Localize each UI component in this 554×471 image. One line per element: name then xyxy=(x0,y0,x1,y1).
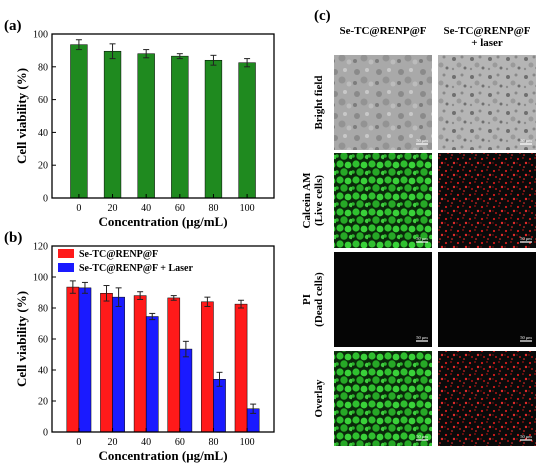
scale-bar-label: 50 μm xyxy=(416,434,428,439)
y-tick-label: 20 xyxy=(38,161,48,172)
scale-bar-label: 50 μm xyxy=(520,335,532,340)
x-tick-label: 60 xyxy=(175,437,185,448)
panel-a: (a) 0 20 40 60 80 100 0 20 40 60 80 100 Concentration… xyxy=(4,18,275,229)
bar xyxy=(213,379,226,433)
bar xyxy=(238,62,256,199)
scale-bar-label: 50 μm xyxy=(416,335,428,340)
scale-bar-label: 50 μm xyxy=(520,138,532,143)
bar xyxy=(70,44,88,199)
x-tick-label: 20 xyxy=(108,203,118,214)
x-axis-label: Concentration (μg/mL) xyxy=(98,448,227,463)
row-label: Bright field xyxy=(313,75,325,129)
legend-label: Se-TC@RENP@F + Laser xyxy=(79,263,193,274)
panel-b: (b) 0 20 40 60 80 100 120 0 20 40 60 80 100 Concentrat… xyxy=(4,230,275,463)
panel-label: (c) xyxy=(314,8,331,24)
y-tick-label: 40 xyxy=(38,366,48,377)
bar xyxy=(112,296,125,433)
x-axis-label: Concentration (μg/mL) xyxy=(98,214,227,229)
micrograph-tile xyxy=(438,153,536,248)
micrograph-tile xyxy=(438,252,536,347)
x-tick-label: 0 xyxy=(76,203,81,214)
bar xyxy=(66,286,80,433)
bar xyxy=(133,295,147,433)
x-tick-label: 0 xyxy=(76,437,81,448)
y-tick-label: 60 xyxy=(38,335,48,346)
bar xyxy=(78,287,92,433)
micrograph-tile xyxy=(334,252,432,347)
x-tick-label: 100 xyxy=(240,437,255,448)
scale-bar-label: 50 μm xyxy=(520,236,532,241)
y-tick-label: 80 xyxy=(38,62,48,73)
column-header: Se-TC@RENP@F xyxy=(443,25,530,37)
x-tick-label: 80 xyxy=(208,437,218,448)
row-label: PI xyxy=(301,294,313,305)
x-tick-label: 40 xyxy=(141,203,151,214)
column-header: + laser xyxy=(471,37,503,49)
x-tick-label: 20 xyxy=(108,437,118,448)
y-tick-label: 40 xyxy=(38,128,48,139)
bar xyxy=(171,55,189,199)
x-tick-label: 40 xyxy=(141,437,151,448)
legend-label: Se-TC@RENP@F xyxy=(79,249,158,260)
scale-bar-label: 50 μm xyxy=(416,138,428,143)
bar xyxy=(137,53,155,199)
x-tick-label: 60 xyxy=(175,203,185,214)
row-label: (Live cells) xyxy=(313,175,325,226)
plot-frame xyxy=(51,33,275,199)
y-axis-label: Cell viability (%) xyxy=(14,291,29,387)
column-header: Se-TC@RENP@F xyxy=(339,25,426,37)
y-tick-label: 0 xyxy=(43,194,48,205)
bar xyxy=(204,59,223,199)
bar xyxy=(145,316,159,433)
micrograph-tile xyxy=(334,55,432,150)
y-tick-label: 100 xyxy=(33,30,48,41)
panel-label: (b) xyxy=(4,230,22,246)
y-tick-label: 80 xyxy=(38,304,48,315)
x-tick-label: 100 xyxy=(240,203,255,214)
micrograph-tile xyxy=(334,153,432,248)
bar xyxy=(201,301,214,433)
micrograph-tile xyxy=(438,55,536,150)
micrograph-tile xyxy=(334,351,432,446)
y-tick-label: 0 xyxy=(43,428,48,439)
y-tick-label: 100 xyxy=(33,273,48,284)
bar xyxy=(179,348,193,433)
panel-label: (a) xyxy=(4,18,22,34)
scale-bar-label: 50 μm xyxy=(520,434,532,439)
scale-bar-label: 50 μm xyxy=(416,236,428,241)
row-label: Calcein AM xyxy=(301,172,313,229)
row-label: Overlay xyxy=(313,379,325,417)
bar xyxy=(103,50,122,199)
y-tick-label: 20 xyxy=(38,397,48,408)
panel-c: (c)Se-TC@RENP@F Se-TC@RENP@F+ laserBright… xyxy=(301,8,536,446)
x-tick-label: 80 xyxy=(208,203,218,214)
legend-swatch xyxy=(58,263,74,272)
row-label: (Dead cells) xyxy=(313,272,325,327)
y-axis-label: Cell viability (%) xyxy=(14,68,29,164)
legend-swatch xyxy=(58,249,74,258)
bar xyxy=(100,293,113,433)
y-tick-label: 60 xyxy=(38,95,48,106)
bar xyxy=(167,297,181,433)
micrograph-tile xyxy=(438,351,536,446)
y-tick-label: 120 xyxy=(33,242,48,253)
bar xyxy=(234,303,248,433)
